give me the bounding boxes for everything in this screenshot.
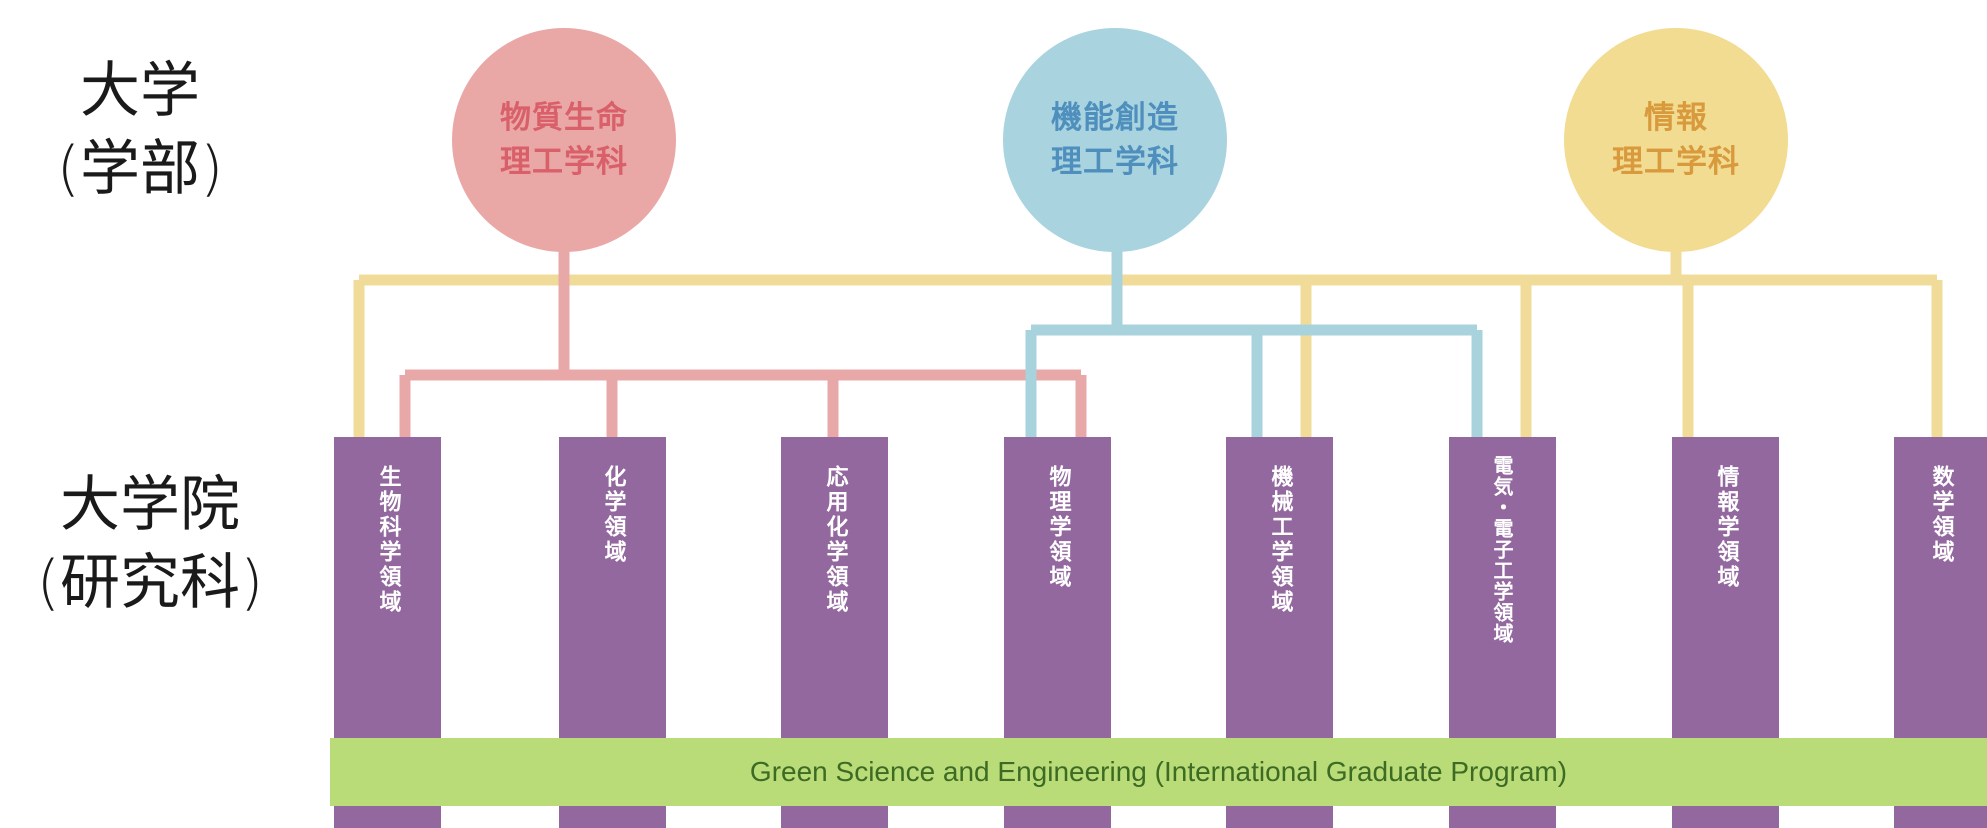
university-label-line2: (学部) <box>56 134 224 204</box>
field-label: 応用化学領域 <box>822 465 848 615</box>
field-label: 物理学領域 <box>1045 465 1071 590</box>
connector-functional <box>1025 240 1483 437</box>
program-label: Green Science and Engineering (Internati… <box>749 756 1568 787</box>
department-name-line2: 理工学科 <box>1612 144 1740 180</box>
field-label: 化学領域 <box>600 465 626 565</box>
field-label: 生物科学領域 <box>375 465 401 615</box>
connector-materials <box>399 240 1087 437</box>
graduate-label-line2: (研究科) <box>36 548 264 618</box>
department-materials-life: 物質生命 理工学科 <box>452 28 676 252</box>
department-name-line1: 物質生命 <box>500 100 628 136</box>
field-label: 情報学領域 <box>1713 465 1739 590</box>
graduate-label: 大学院 (研究科) <box>0 466 300 622</box>
department-name-line1: 情報 <box>1644 100 1708 136</box>
connector-info <box>353 240 1943 437</box>
university-label-line1: 大学 <box>80 56 200 126</box>
field-label: 機械工学領域 <box>1267 465 1293 615</box>
department-information: 情報 理工学科 <box>1564 28 1788 252</box>
department-name-line2: 理工学科 <box>1051 144 1179 180</box>
program-bar: Green Science and Engineering (Internati… <box>330 738 1987 806</box>
field-label: 数学領域 <box>1928 465 1954 565</box>
department-functional-creation: 機能創造 理工学科 <box>1003 28 1227 252</box>
department-name-line2: 理工学科 <box>500 144 628 180</box>
department-name-line1: 機能創造 <box>1051 100 1179 136</box>
graduate-label-line1: 大学院 <box>60 470 240 540</box>
field-label: 電気・電子工学領域 <box>1490 455 1514 644</box>
university-label: 大学 (学部) <box>0 52 280 208</box>
